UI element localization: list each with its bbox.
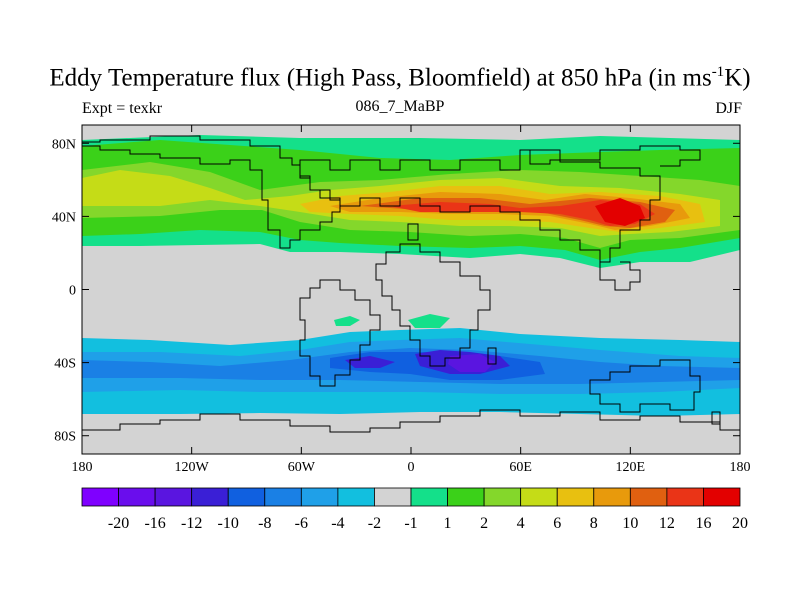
lon-tick-label: 60E: [509, 460, 532, 475]
lat-tick-label: 0: [69, 284, 76, 299]
colorbar-swatch: [264, 487, 302, 507]
colorbar-swatch: [118, 487, 156, 507]
experiment-label: Expt = texkr: [82, 100, 163, 117]
plot-title-unit-end: K): [724, 64, 751, 92]
colorbar-label: -20: [108, 515, 129, 532]
colorbar-label: -8: [258, 515, 271, 532]
southern-flux-field: [82, 328, 740, 416]
coastline-south-america: [299, 279, 381, 387]
colorbar-swatch: [629, 487, 668, 507]
flux-core-red-north: [595, 198, 645, 226]
colorbar-label: -16: [144, 515, 165, 532]
colorbar-swatch: [374, 487, 412, 507]
latitude-axis: 80N 40N 0 40S 80S: [52, 137, 740, 445]
colorbar-label: -4: [331, 515, 344, 532]
plot-title-superscript: -1: [711, 64, 725, 80]
colorbar-swatch: [410, 487, 448, 507]
colorbar-label: 1: [444, 515, 452, 532]
run-label: 086_7_MaBP: [355, 98, 445, 115]
colorbar-swatch: [300, 487, 339, 507]
lat-tick-label: 80N: [52, 137, 76, 152]
flux-patch-africa: [408, 314, 450, 328]
lat-tick-label: 80S: [54, 430, 76, 445]
colorbar-label: 6: [553, 515, 561, 532]
lat-tick-label: 40N: [52, 210, 76, 225]
coastline-africa-interior: [407, 223, 419, 241]
flux-band-red-orange-north: [390, 200, 655, 226]
season-label: DJF: [715, 100, 742, 117]
coastline-north-america: [82, 135, 341, 249]
colorbar-swatch: [81, 487, 119, 507]
coastline-asia-arctic: [529, 145, 701, 167]
lon-tick-label: 180: [730, 460, 751, 475]
coastline-south-asia: [599, 261, 641, 291]
colorbar-swatch: [337, 487, 375, 507]
colorbar-swatch: [154, 487, 193, 507]
colorbar-swatch: [227, 487, 266, 507]
colorbar-swatch: [520, 487, 558, 507]
plot-title-text: Eddy Temperature flux (High Pass, Bloomf…: [49, 64, 712, 92]
colorbar-label: 8: [590, 515, 598, 532]
colorbar-label: -12: [181, 515, 202, 532]
colorbar-label: -2: [368, 515, 381, 532]
map-area: [82, 125, 740, 454]
colorbar: -20 -16 -12 -10 -8 -6 -4 -2 -1 1 2 4 6 8 10 12 16 20: [81, 487, 748, 532]
colorbar-label: 12: [659, 515, 675, 532]
flux-patch-atlantic: [334, 316, 360, 326]
lon-tick-label: 180: [72, 460, 93, 475]
colorbar-swatch: [447, 487, 485, 507]
coastline-australia: [589, 359, 701, 413]
coastlines: [82, 135, 740, 433]
colorbar-swatch: [593, 487, 631, 507]
colorbar-label: -10: [218, 515, 239, 532]
colorbar-swatch: [483, 487, 522, 507]
coastline-madagascar: [487, 347, 497, 365]
colorbar-label: -6: [295, 515, 308, 532]
lon-tick-label: 120W: [175, 460, 210, 475]
colorbar-swatch: [191, 487, 229, 507]
lon-tick-label: 0: [408, 460, 415, 475]
colorbar-label: 10: [622, 515, 638, 532]
plot-title: Eddy Temperature flux (High Pass, Bloomf…: [0, 64, 800, 92]
colorbar-label: -1: [404, 515, 417, 532]
lon-tick-label: 120E: [616, 460, 646, 475]
coastline-europe-asia: [299, 149, 661, 263]
coastline-antarctica: [82, 409, 740, 433]
colorbar-swatch: [703, 487, 741, 507]
colorbar-swatch: [666, 487, 704, 507]
colorbar-swatch: [556, 487, 595, 507]
colorbar-label: 2: [480, 515, 488, 532]
lat-tick-label: 40S: [54, 357, 76, 372]
colorbar-label: 4: [517, 515, 525, 532]
longitude-axis: 180 120W 60W 0 60E 120E 180: [72, 125, 751, 475]
colorbar-label: 20: [732, 515, 748, 532]
colorbar-label: 16: [695, 515, 711, 532]
coastline-africa: [375, 243, 491, 367]
lon-tick-label: 60W: [288, 460, 316, 475]
